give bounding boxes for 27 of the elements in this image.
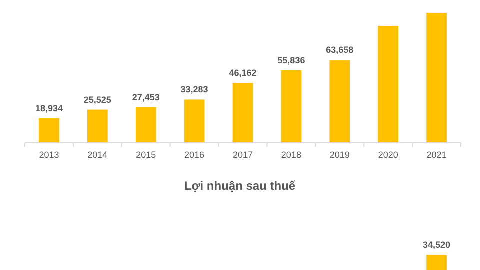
bar	[184, 100, 205, 143]
bar	[281, 70, 302, 143]
bar	[330, 60, 350, 143]
data-label: 55,836	[278, 55, 306, 66]
bar	[232, 82, 254, 143]
x-tick-label: 2019	[330, 150, 350, 160]
bar	[136, 107, 156, 143]
x-tick-label: 2015	[136, 150, 156, 160]
data-label: 46,162	[229, 68, 257, 78]
data-label: 27,453	[132, 92, 160, 102]
x-tick-label: 2017	[232, 150, 254, 160]
bar	[426, 13, 447, 143]
bar	[378, 26, 399, 143]
data-label: 25,525	[84, 94, 112, 105]
data-label: 63,658	[326, 45, 354, 56]
x-tick-label: 2021	[426, 150, 447, 160]
x-tick-label: 2016	[184, 150, 205, 160]
x-tick-label: 2018	[281, 150, 302, 160]
data-label: 18,934	[35, 103, 63, 114]
chart-title: Lợi nhuận sau thuế	[184, 179, 296, 193]
x-tick-label: 2020	[378, 150, 398, 160]
x-tick-label: 2014	[88, 150, 108, 160]
x-tick-label: 2013	[39, 150, 60, 160]
data-label: 34,520	[423, 240, 451, 250]
data-label: 33,283	[180, 84, 208, 95]
bar	[87, 110, 108, 143]
bar	[39, 118, 60, 143]
